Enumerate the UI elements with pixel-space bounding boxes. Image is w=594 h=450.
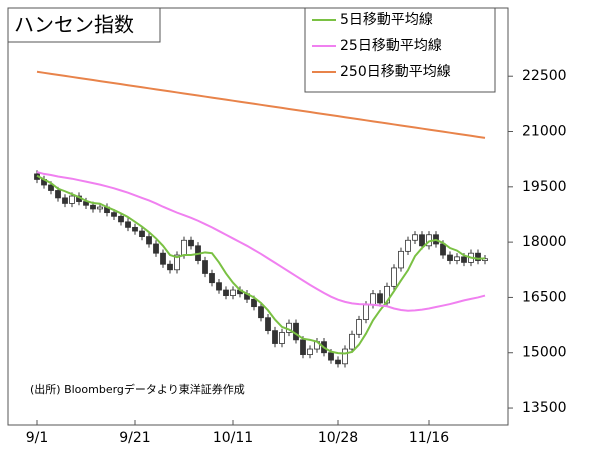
- candle-body: [419, 234, 425, 247]
- candle-body: [405, 239, 411, 252]
- candle-body: [356, 319, 362, 335]
- candle-body: [146, 236, 152, 245]
- candle-body: [139, 230, 145, 237]
- candle-body: [230, 289, 236, 296]
- candle-body: [300, 339, 306, 355]
- ma-line: [36, 70, 486, 139]
- x-tick-label: 10/28: [318, 430, 358, 446]
- candle-body: [48, 184, 54, 191]
- legend-label: 250日移動平均線: [340, 64, 451, 80]
- candle-body: [307, 348, 313, 355]
- source-note: (出所) Bloombergデータより東洋証券作成: [30, 382, 245, 396]
- candle-body: [475, 252, 481, 261]
- candle-body: [216, 282, 222, 291]
- candle-body: [461, 256, 467, 263]
- candle-body: [447, 254, 453, 261]
- candle-body: [97, 206, 103, 210]
- candle-body: [209, 273, 215, 284]
- candle-body: [258, 306, 264, 319]
- x-tick-label: 9/21: [119, 430, 150, 446]
- candle-body: [349, 333, 355, 350]
- candle-body: [293, 322, 299, 341]
- candle-body: [391, 267, 397, 287]
- title-box: [7, 7, 161, 43]
- y-tick-label: 13500: [522, 400, 567, 416]
- x-tick-label: 11/16: [409, 430, 449, 446]
- y-tick-label: 15000: [522, 345, 567, 361]
- candle-body: [174, 254, 180, 271]
- candle-body: [223, 289, 229, 296]
- y-tick-label: 16500: [522, 289, 567, 305]
- y-tick-label: 21000: [522, 124, 567, 140]
- candle-body: [188, 239, 194, 247]
- y-tick-label: 19500: [522, 179, 567, 195]
- candle-body: [377, 293, 383, 304]
- candle-body: [342, 348, 348, 365]
- legend-box: [304, 7, 496, 93]
- x-tick-label: 10/11: [213, 430, 253, 446]
- x-tick-label: 9/1: [26, 430, 49, 446]
- candle-body: [398, 250, 404, 269]
- candle-body: [328, 352, 334, 361]
- candle-body: [440, 243, 446, 256]
- y-tick-label: 22500: [522, 68, 567, 84]
- candle-body: [90, 204, 96, 210]
- candle-body: [62, 197, 68, 204]
- candle-body: [153, 243, 159, 254]
- candle-body: [370, 293, 376, 306]
- candle-body: [272, 330, 278, 344]
- candle-body: [363, 304, 369, 320]
- candle-body: [202, 260, 208, 274]
- legend-label: 5日移動平均線: [340, 12, 433, 28]
- y-tick-label: 18000: [522, 234, 567, 250]
- candle-body: [335, 359, 341, 365]
- candle-body: [412, 234, 418, 241]
- candle-body: [251, 298, 257, 308]
- candle-body: [69, 195, 75, 204]
- candle-body: [265, 317, 271, 332]
- ma-line: [36, 171, 486, 312]
- legend-label: 25日移動平均線: [340, 38, 442, 54]
- candle-body: [167, 263, 173, 271]
- candle-body: [55, 190, 61, 199]
- chart-title: ハンセン指数: [14, 13, 134, 37]
- candle-body: [118, 215, 124, 223]
- candle-body: [125, 221, 131, 228]
- candle-body: [279, 332, 285, 344]
- candle-body: [111, 212, 117, 217]
- candle-body: [132, 226, 138, 232]
- ma-line: [36, 174, 486, 355]
- candle-body: [454, 256, 460, 261]
- candle-body: [181, 239, 187, 256]
- candle-body: [160, 252, 166, 265]
